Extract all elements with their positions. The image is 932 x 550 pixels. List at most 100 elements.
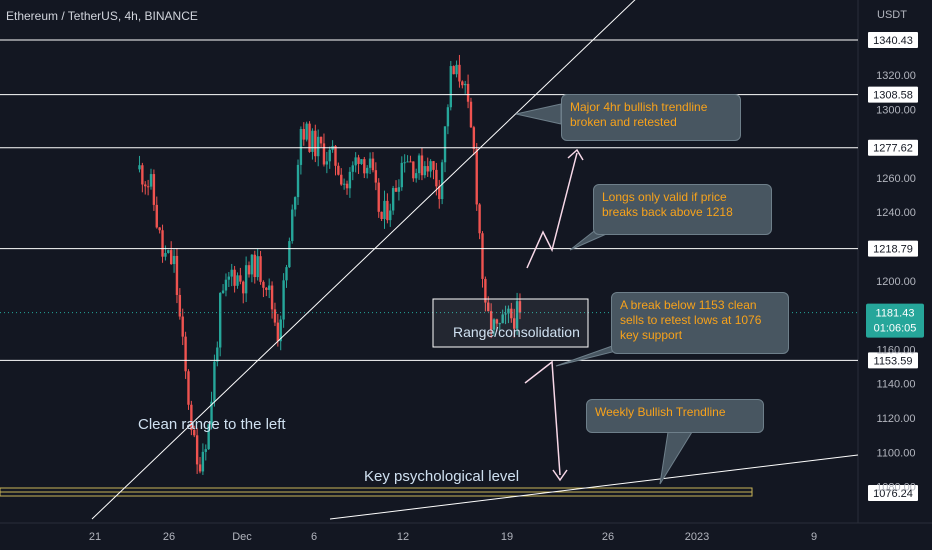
candle-down <box>478 204 481 234</box>
candle-up <box>172 255 176 265</box>
candle-up <box>224 279 228 291</box>
drawings <box>91 0 859 520</box>
candle-down <box>371 158 375 171</box>
candle-up <box>244 265 248 294</box>
candle-up <box>279 319 282 342</box>
candle-up <box>440 162 444 200</box>
candles <box>138 54 522 475</box>
candle-down <box>144 184 147 187</box>
candle-down <box>270 285 274 310</box>
longs-note[interactable]: Longs only valid if price breaks back ab… <box>593 184 772 235</box>
candle-down <box>190 404 193 430</box>
price-level-tag <box>868 139 918 156</box>
left-range-label: Clean range to the left <box>138 416 286 433</box>
price-level-value: 1218.79 <box>873 244 913 256</box>
candle-down <box>472 127 476 149</box>
candle-up <box>325 161 329 165</box>
candle-down <box>195 435 199 465</box>
price-tick-label: 1200.00 <box>876 276 916 288</box>
currency-label: USDT <box>877 9 907 21</box>
candle-down <box>265 287 268 290</box>
bearish-path <box>524 360 561 476</box>
candle-up <box>368 158 372 168</box>
candle-up <box>400 162 403 188</box>
candle-up <box>230 269 233 277</box>
candle-down <box>466 83 470 102</box>
price-tick-label: 1080.00 <box>876 482 916 494</box>
horizontal-levels <box>0 39 858 497</box>
candle-down <box>363 159 366 174</box>
time-axis: 21 26 Dec 6 12 19 26 2023 9 <box>89 531 817 543</box>
price-level-tag <box>868 32 918 48</box>
candle-down <box>432 161 435 170</box>
candle-up <box>429 161 432 172</box>
bullish-path <box>526 152 578 269</box>
time-tick-label: 21 <box>89 531 101 543</box>
candle-down <box>495 319 499 324</box>
candle-down <box>181 316 184 337</box>
candle-up <box>403 162 406 164</box>
time-tick-label: 26 <box>163 531 175 543</box>
candle-up <box>342 183 346 185</box>
candle-up <box>351 165 354 172</box>
candle-down <box>487 302 490 312</box>
break-note[interactable]: A break below 1153 clean sells to retest… <box>611 292 789 354</box>
candle-up <box>213 361 216 402</box>
candle-up <box>417 155 421 174</box>
candle-up <box>311 130 314 152</box>
range-label: Range/consolidation <box>453 324 580 340</box>
time-tick-label: 19 <box>501 531 513 543</box>
candle-up <box>227 276 231 280</box>
price-tick-label: 1320.00 <box>876 70 916 82</box>
candle-down <box>420 155 424 176</box>
price-level-value: 1076.24 <box>873 488 913 500</box>
weekly-trendline <box>329 454 859 520</box>
weekly-note[interactable]: Weekly Bullish Trendline <box>586 399 764 433</box>
candle-up <box>210 401 213 425</box>
candle-up <box>282 280 285 320</box>
candle-up <box>492 319 496 330</box>
candle-down <box>259 256 262 282</box>
time-tick-label: 12 <box>397 531 409 543</box>
candle-up <box>397 187 401 192</box>
price-tick-label: 1120.00 <box>877 413 916 425</box>
price-level-value: 1153.59 <box>874 355 913 367</box>
candle-down <box>461 81 464 86</box>
candle-up <box>201 451 205 472</box>
candle-down <box>247 265 251 275</box>
trendline-note[interactable]: Major 4hr bullish trendline broken and r… <box>561 94 741 141</box>
price-tick-label: 1260.00 <box>876 173 916 185</box>
candle-down <box>158 227 161 231</box>
candle-up <box>515 301 519 329</box>
chart-title: Ethereum / TetherUS, 4h, BINANCE <box>6 9 198 23</box>
candle-down <box>175 255 179 295</box>
candle-down <box>475 148 478 205</box>
candle-up <box>507 308 510 314</box>
candle-down <box>276 322 280 342</box>
time-tick-label: Dec <box>232 531 252 543</box>
bearish-arrowhead <box>552 469 568 482</box>
candle-up <box>216 347 219 362</box>
candle-up <box>328 149 331 162</box>
price-level-tag <box>868 86 918 103</box>
price-level-value: 1277.62 <box>873 143 913 155</box>
candle-up <box>291 209 294 242</box>
candle-up <box>305 123 308 140</box>
candle-down <box>302 128 305 140</box>
candle-down <box>377 182 380 212</box>
candle-down <box>239 275 242 282</box>
candle-up <box>446 107 450 127</box>
candle-up <box>256 256 259 278</box>
price-level-value: 1308.58 <box>873 90 913 102</box>
candle-up <box>250 254 254 275</box>
candle-down <box>518 301 522 313</box>
time-tick-label: 26 <box>602 531 614 543</box>
candle-down <box>345 183 349 189</box>
candle-down <box>337 165 340 175</box>
last-price-value: 1181.43 <box>876 308 915 320</box>
candle-down <box>513 318 516 329</box>
candle-down <box>141 165 144 185</box>
candle-down <box>273 309 277 323</box>
candle-down <box>193 429 196 436</box>
